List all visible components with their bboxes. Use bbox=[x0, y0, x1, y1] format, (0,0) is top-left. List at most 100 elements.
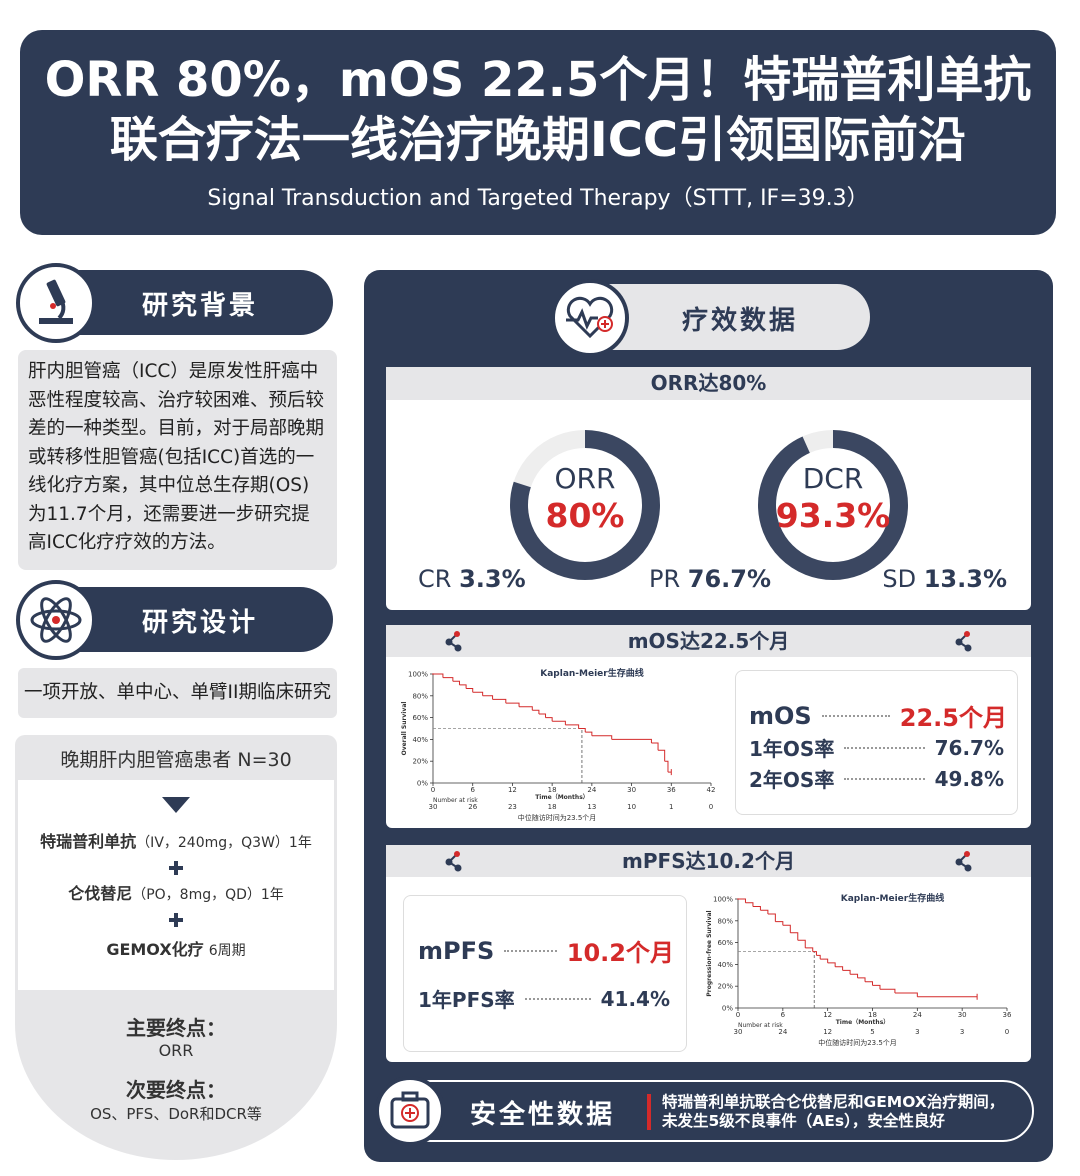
pfs-chart: 0% 20% 40% 60% 80% 100% 0 30 6 24 12 12 18 5 24 3 30 3 36 0… bbox=[445, 851, 1012, 1047]
x-axis-label: Time（Months） bbox=[836, 1018, 890, 1026]
safety-line: 未发生5级不良事件（AEs），安全性良好 bbox=[662, 1112, 945, 1130]
km-step bbox=[585, 731, 593, 736]
stat-value: 41.4% bbox=[600, 986, 670, 1011]
km-step bbox=[790, 932, 799, 941]
at-risk: 23 bbox=[508, 803, 517, 811]
breakdown-value: 3.3% bbox=[459, 565, 526, 593]
icon-atom bbox=[16, 580, 96, 660]
km-step bbox=[545, 717, 553, 722]
chart-title: Kaplan-Meier生存曲线 bbox=[540, 667, 643, 679]
heading: 研究背景 bbox=[141, 291, 258, 321]
regimen-box bbox=[18, 780, 334, 990]
km-step bbox=[565, 724, 580, 729]
y-axis-label: Progression-free Survival bbox=[706, 910, 713, 996]
primary: ORR bbox=[158, 1041, 194, 1060]
km-step bbox=[752, 906, 761, 911]
regimen: 仑伐替尼（PO，8mg，QD）1年 bbox=[18, 880, 334, 904]
y-tick-label: 100% bbox=[408, 671, 428, 679]
x-tick-label: 6 bbox=[470, 786, 475, 794]
x-tick-label: 30 bbox=[627, 786, 636, 794]
at-risk: 13 bbox=[587, 803, 596, 811]
risk-label: Number at risk bbox=[433, 797, 478, 804]
x-tick-label: 24 bbox=[587, 786, 596, 794]
icon-molecule bbox=[955, 631, 972, 652]
risk-label: Number at risk bbox=[738, 1022, 783, 1029]
km-step bbox=[857, 977, 866, 982]
km-step bbox=[532, 709, 540, 715]
breakdown: PR 76.7% bbox=[610, 565, 810, 593]
km-step bbox=[738, 898, 746, 903]
breakdown-name: PR bbox=[648, 565, 681, 593]
atom bbox=[445, 638, 453, 646]
breakdown-name: CR bbox=[418, 565, 452, 593]
km-step bbox=[578, 728, 586, 733]
breakdown-value: 76.7% bbox=[687, 565, 772, 593]
card-title: mPFS达10.2个月 bbox=[386, 845, 1031, 877]
chart-title: Kaplan-Meier生存曲线 bbox=[841, 892, 944, 904]
x-tick-label: 24 bbox=[913, 1011, 922, 1019]
at-risk: 1 bbox=[669, 803, 673, 811]
km-step bbox=[894, 992, 918, 997]
stat-value: 49.8% bbox=[934, 766, 1004, 791]
drug: GEMOX化疗 bbox=[106, 940, 204, 959]
stat-name: mPFS bbox=[418, 936, 495, 965]
at-risk: 12 bbox=[823, 1028, 832, 1036]
km-step bbox=[664, 760, 669, 773]
y-tick-label: 40% bbox=[717, 961, 733, 969]
atom bbox=[964, 631, 970, 637]
header bbox=[20, 30, 1056, 235]
y-tick-label: 20% bbox=[717, 983, 733, 991]
stat-row: 2年OS率 49.8% bbox=[749, 764, 1004, 793]
km-step bbox=[816, 954, 821, 960]
card-title: mOS达22.5个月 bbox=[386, 625, 1031, 657]
km-step bbox=[552, 720, 566, 725]
title: ORR 80%，mOS 22.5个月！特瑞普利单抗 联合疗法一线治疗晚期ICC引… bbox=[20, 50, 1056, 170]
stat-name: mOS bbox=[749, 701, 812, 730]
km-step bbox=[760, 909, 769, 915]
km-step bbox=[442, 677, 454, 682]
detail: （PO，8mg，QD）1年 bbox=[132, 887, 284, 903]
background-text: 肝内胆管癌（ICC）是原发性肝癌中恶性程度较高、治疗较困难、预后较差的一种类型。… bbox=[18, 350, 337, 570]
stat-name: 1年PFS率 bbox=[418, 988, 515, 1012]
plus bbox=[169, 861, 183, 875]
detail: （IV，240mg，Q3W）1年 bbox=[136, 835, 312, 851]
secondary: OS、PFS、DoR和DCR等 bbox=[90, 1105, 262, 1123]
stats-box bbox=[735, 670, 1018, 815]
km-step bbox=[767, 913, 776, 922]
stat-value: 22.5个月 bbox=[899, 704, 1007, 732]
divider bbox=[647, 1094, 651, 1130]
orr-card bbox=[386, 367, 1031, 610]
y-tick-label: 80% bbox=[412, 692, 428, 700]
breakdown: SD 13.3% bbox=[807, 565, 1007, 593]
atom bbox=[454, 631, 460, 637]
stat-value: 76.7% bbox=[934, 735, 1004, 760]
km-step bbox=[865, 981, 873, 986]
atom bbox=[955, 858, 963, 866]
stat-name: 2年OS率 bbox=[749, 768, 835, 792]
km-step bbox=[879, 988, 896, 993]
km-step bbox=[850, 973, 859, 978]
regimen: 特瑞普利单抗（IV，240mg，Q3W）1年 bbox=[18, 828, 334, 852]
x-tick-label: 0 bbox=[736, 1011, 740, 1019]
icon-kit bbox=[375, 1076, 445, 1146]
endpoints: 主要终点： ORR 次要终点： OS、PFS、DoR和DCR等 bbox=[15, 1012, 337, 1124]
heading: 研究设计 bbox=[141, 608, 258, 638]
ring-name: DCR bbox=[803, 462, 864, 495]
x-tick-label: 42 bbox=[707, 786, 716, 794]
at-risk: 3 bbox=[960, 1028, 964, 1036]
km-step bbox=[782, 924, 791, 933]
at-risk: 10 bbox=[627, 803, 636, 811]
km-step bbox=[538, 713, 547, 718]
atom bbox=[454, 864, 462, 872]
stat-row: 1年PFS率 41.4% bbox=[418, 984, 670, 1013]
y-tick-label: 60% bbox=[412, 714, 428, 722]
icon-molecule bbox=[955, 851, 972, 872]
atom bbox=[445, 858, 453, 866]
x-tick-label: 12 bbox=[508, 786, 517, 794]
at-risk: 24 bbox=[778, 1028, 787, 1036]
km-step bbox=[505, 702, 520, 707]
y-axis-label: Overall Survival bbox=[401, 702, 408, 756]
y-tick-label: 80% bbox=[717, 917, 733, 925]
